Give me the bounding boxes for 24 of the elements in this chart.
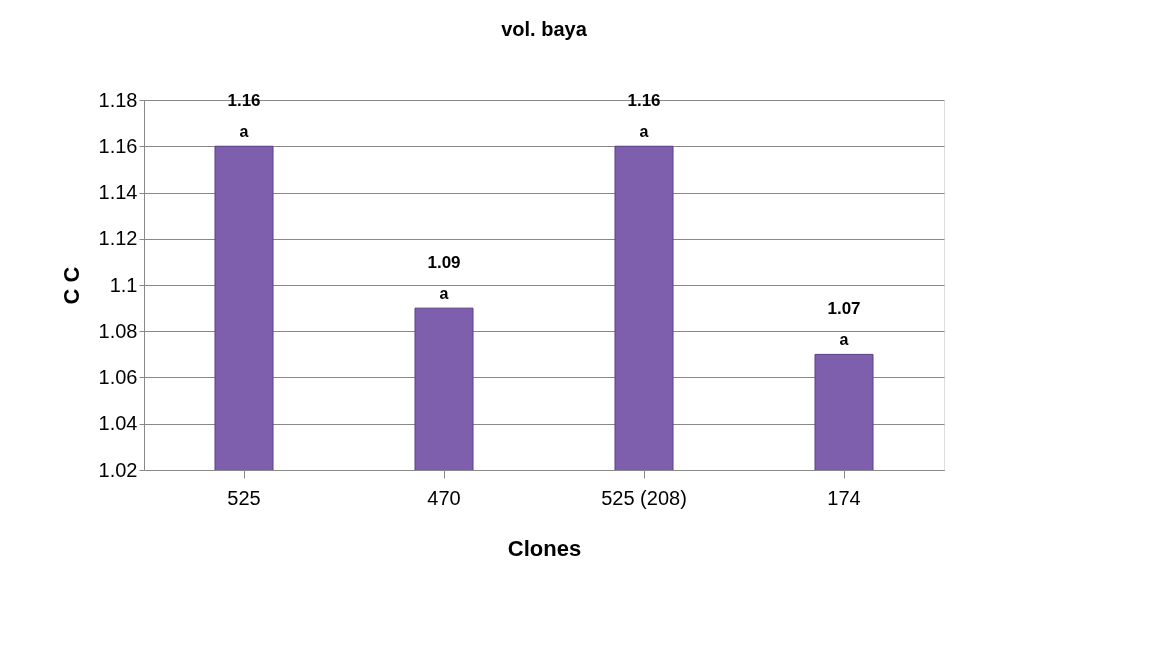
- y-tick-label: 1.18: [98, 88, 138, 111]
- y-tick-label: 1.02: [98, 458, 138, 481]
- annotation: a: [839, 331, 849, 349]
- y-tick-label: 1.1: [109, 273, 138, 296]
- y-tick-label: 1.08: [98, 319, 138, 342]
- y-tick-label: 1.14: [98, 181, 138, 203]
- data-label: 1.07: [827, 299, 861, 319]
- y-tick-label: 1.16: [98, 134, 138, 157]
- data-label: 1.16: [227, 91, 261, 111]
- y-tick-label: 1.06: [98, 366, 138, 388]
- x-tick-label: 470: [427, 486, 461, 509]
- annotation: a: [439, 285, 449, 303]
- data-label: 1.09: [427, 253, 461, 273]
- y-tick-label: 1.04: [98, 412, 138, 435]
- x-axis-title: Clones: [507, 535, 582, 561]
- chart-title: vol. baya: [501, 18, 588, 40]
- y-axis-title: C C: [58, 266, 84, 305]
- x-tick-label: 174: [827, 486, 861, 509]
- x-tick-label: 525: [227, 486, 261, 509]
- data-label: 1.16: [627, 91, 661, 111]
- x-tick-label: 525 (208): [601, 486, 687, 509]
- annotation: a: [639, 123, 649, 141]
- annotation: a: [239, 123, 249, 141]
- y-tick-label: 1.12: [98, 227, 138, 250]
